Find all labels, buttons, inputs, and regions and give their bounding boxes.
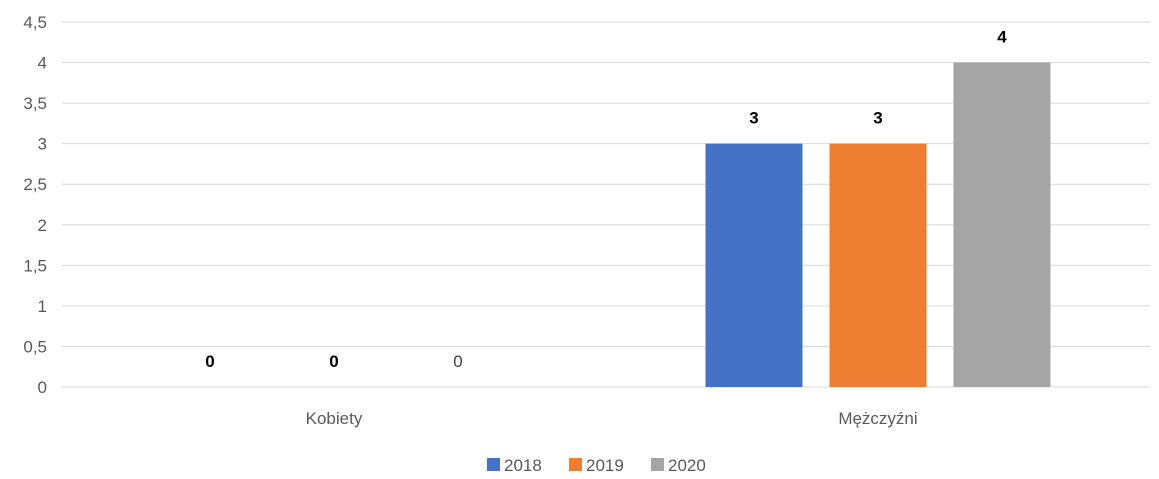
y-tick-label: 0,5 bbox=[23, 337, 47, 356]
y-tick-label: 2,5 bbox=[23, 175, 47, 194]
legend-swatch bbox=[569, 458, 582, 471]
data-label: 3 bbox=[749, 109, 758, 128]
bar bbox=[953, 62, 1051, 388]
data-label: 0 bbox=[205, 352, 214, 371]
bar bbox=[705, 143, 803, 387]
y-tick-label: 3 bbox=[38, 135, 47, 154]
y-tick-label: 3,5 bbox=[23, 94, 47, 113]
legend-label: 2019 bbox=[586, 456, 624, 475]
legend-swatch bbox=[487, 458, 500, 471]
data-label: 0 bbox=[453, 352, 462, 371]
legend-swatch bbox=[651, 458, 664, 471]
bar bbox=[829, 143, 927, 387]
y-tick-label: 1 bbox=[38, 297, 47, 316]
y-tick-label: 4,5 bbox=[23, 13, 47, 32]
data-label: 0 bbox=[329, 352, 338, 371]
y-tick-label: 2 bbox=[38, 216, 47, 235]
x-category-label: Kobiety bbox=[306, 409, 363, 428]
data-label: 3 bbox=[873, 109, 882, 128]
x-category-label: Mężczyźni bbox=[838, 409, 917, 428]
legend-label: 2018 bbox=[504, 456, 542, 475]
data-label: 4 bbox=[997, 28, 1007, 47]
y-tick-label: 0 bbox=[38, 378, 47, 397]
legend-label: 2020 bbox=[668, 456, 706, 475]
y-tick-label: 4 bbox=[38, 54, 47, 73]
y-tick-label: 1,5 bbox=[23, 256, 47, 275]
